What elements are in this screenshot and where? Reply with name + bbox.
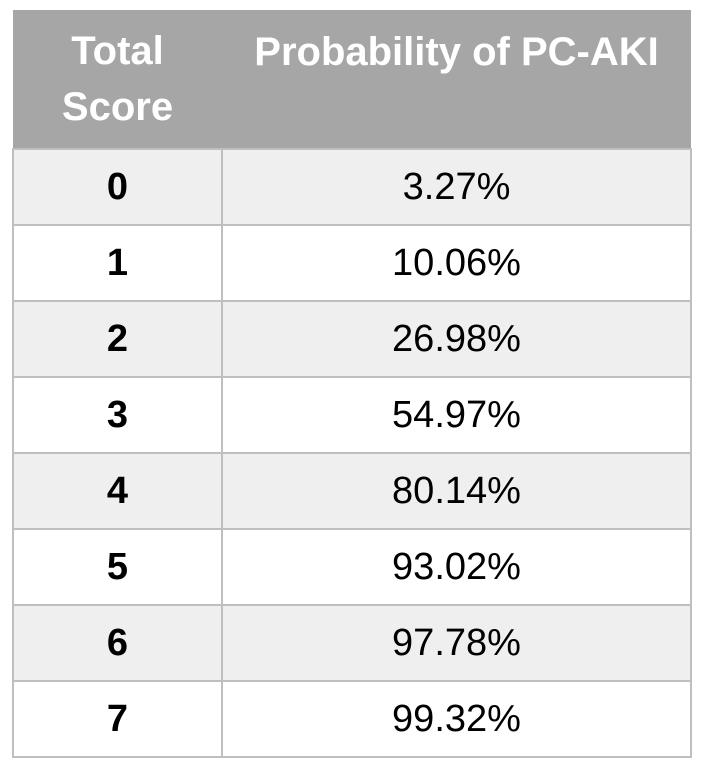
table-row: 4 80.14% xyxy=(12,452,692,529)
probability-cell: 80.14% xyxy=(221,452,692,529)
table-row: 2 26.98% xyxy=(12,300,692,377)
score-cell: 0 xyxy=(12,148,223,225)
header-total-score-line1: Total xyxy=(71,29,164,73)
score-cell: 5 xyxy=(12,528,223,605)
score-probability-table: Total Score Probability of PC-AKI 0 3.27… xyxy=(12,10,692,758)
header-probability: Probability of PC-AKI xyxy=(222,10,691,149)
probability-cell: 3.27% xyxy=(221,148,692,225)
table-row: 5 93.02% xyxy=(12,528,692,605)
probability-cell: 54.97% xyxy=(221,376,692,453)
score-cell: 7 xyxy=(12,680,223,758)
score-cell: 1 xyxy=(12,224,223,301)
table-body: 0 3.27% 1 10.06% 2 26.98% 3 54.97% 4 80.… xyxy=(12,148,692,758)
table-row: 0 3.27% xyxy=(12,148,692,225)
probability-cell: 26.98% xyxy=(221,300,692,377)
score-cell: 2 xyxy=(12,300,223,377)
score-cell: 3 xyxy=(12,376,223,453)
probability-cell: 97.78% xyxy=(221,604,692,681)
score-cell: 4 xyxy=(12,452,223,529)
probability-cell: 10.06% xyxy=(221,224,692,301)
score-cell: 6 xyxy=(12,604,223,681)
table-row: 6 97.78% xyxy=(12,604,692,681)
table-row: 7 99.32% xyxy=(12,680,692,758)
score-probability-table-container: Total Score Probability of PC-AKI 0 3.27… xyxy=(12,10,692,758)
header-total-score: Total Score xyxy=(13,10,222,149)
table-row: 3 54.97% xyxy=(12,376,692,453)
probability-cell: 99.32% xyxy=(221,680,692,758)
table-row: 1 10.06% xyxy=(12,224,692,301)
header-row: Total Score Probability of PC-AKI xyxy=(13,10,691,149)
table-header: Total Score Probability of PC-AKI xyxy=(13,10,691,149)
probability-cell: 93.02% xyxy=(221,528,692,605)
header-total-score-line2: Score xyxy=(61,85,174,129)
